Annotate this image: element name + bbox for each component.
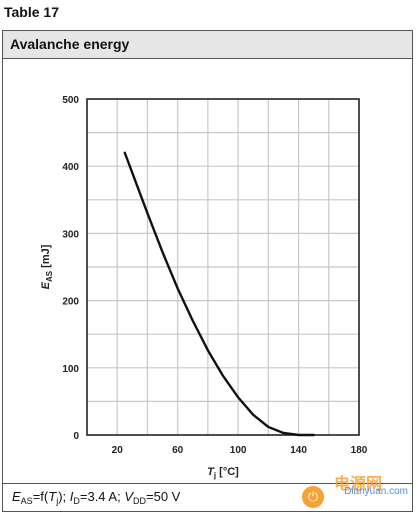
- y-tick-label: 200: [62, 297, 79, 308]
- y-tick-label: 300: [62, 229, 79, 240]
- caption-e-sub: AS: [20, 496, 33, 506]
- chart-header-title: Avalanche energy: [10, 36, 130, 52]
- avalanche-energy-chart: 0 100 200 300 400 500 20 60 100 140 180 Tj [°C] EAS …: [40, 95, 368, 480]
- footer-row: EAS=f(Tj); ID=3.4 A; VDD=50 V ⏻ 电源网 Dian…: [3, 476, 412, 511]
- plot-frame: [86, 98, 360, 436]
- series-line: [123, 151, 315, 437]
- chart-caption: EAS=f(Tj); ID=3.4 A; VDD=50 V: [12, 489, 180, 506]
- watermark-plug-icon: ⏻: [302, 486, 324, 508]
- x-tick-label: 60: [172, 445, 184, 456]
- watermark-url: Dianyuan.com: [344, 486, 408, 497]
- caption-i-sub: D: [73, 496, 80, 506]
- caption-v-sub: DD: [133, 496, 146, 506]
- y-tick-label: 100: [62, 364, 79, 375]
- caption-v-val: =50 V: [146, 489, 181, 504]
- x-tick-label: 20: [112, 445, 124, 456]
- y-tick-label: 0: [73, 431, 79, 442]
- caption-i-val: =3.4 A;: [79, 489, 125, 504]
- y-tick-label: 500: [62, 95, 79, 106]
- caption-eq-close: );: [58, 489, 70, 504]
- x-axis-label: Tj [°C]: [207, 466, 239, 480]
- x-tick-label: 100: [230, 445, 247, 456]
- caption-t: T: [48, 489, 57, 504]
- caption-v: V: [124, 489, 133, 504]
- y-axis-label: EAS [mJ]: [40, 244, 54, 289]
- table-label: Table 17: [4, 4, 59, 20]
- caption-t-sub: j: [56, 496, 59, 506]
- chart-table: Avalanche energy 0 100 200 300 400 500 20 60 100…: [2, 30, 413, 512]
- x-tick-label: 180: [351, 445, 368, 456]
- caption-i: I: [69, 489, 74, 504]
- y-tick-label: 400: [62, 162, 79, 173]
- header-row: Avalanche energy: [3, 31, 412, 59]
- watermark-brand-cn: 电源网: [333, 476, 382, 493]
- caption-e: E: [12, 489, 21, 504]
- x-tick-label: 140: [290, 445, 307, 456]
- caption-eq-open: =f(: [32, 489, 49, 504]
